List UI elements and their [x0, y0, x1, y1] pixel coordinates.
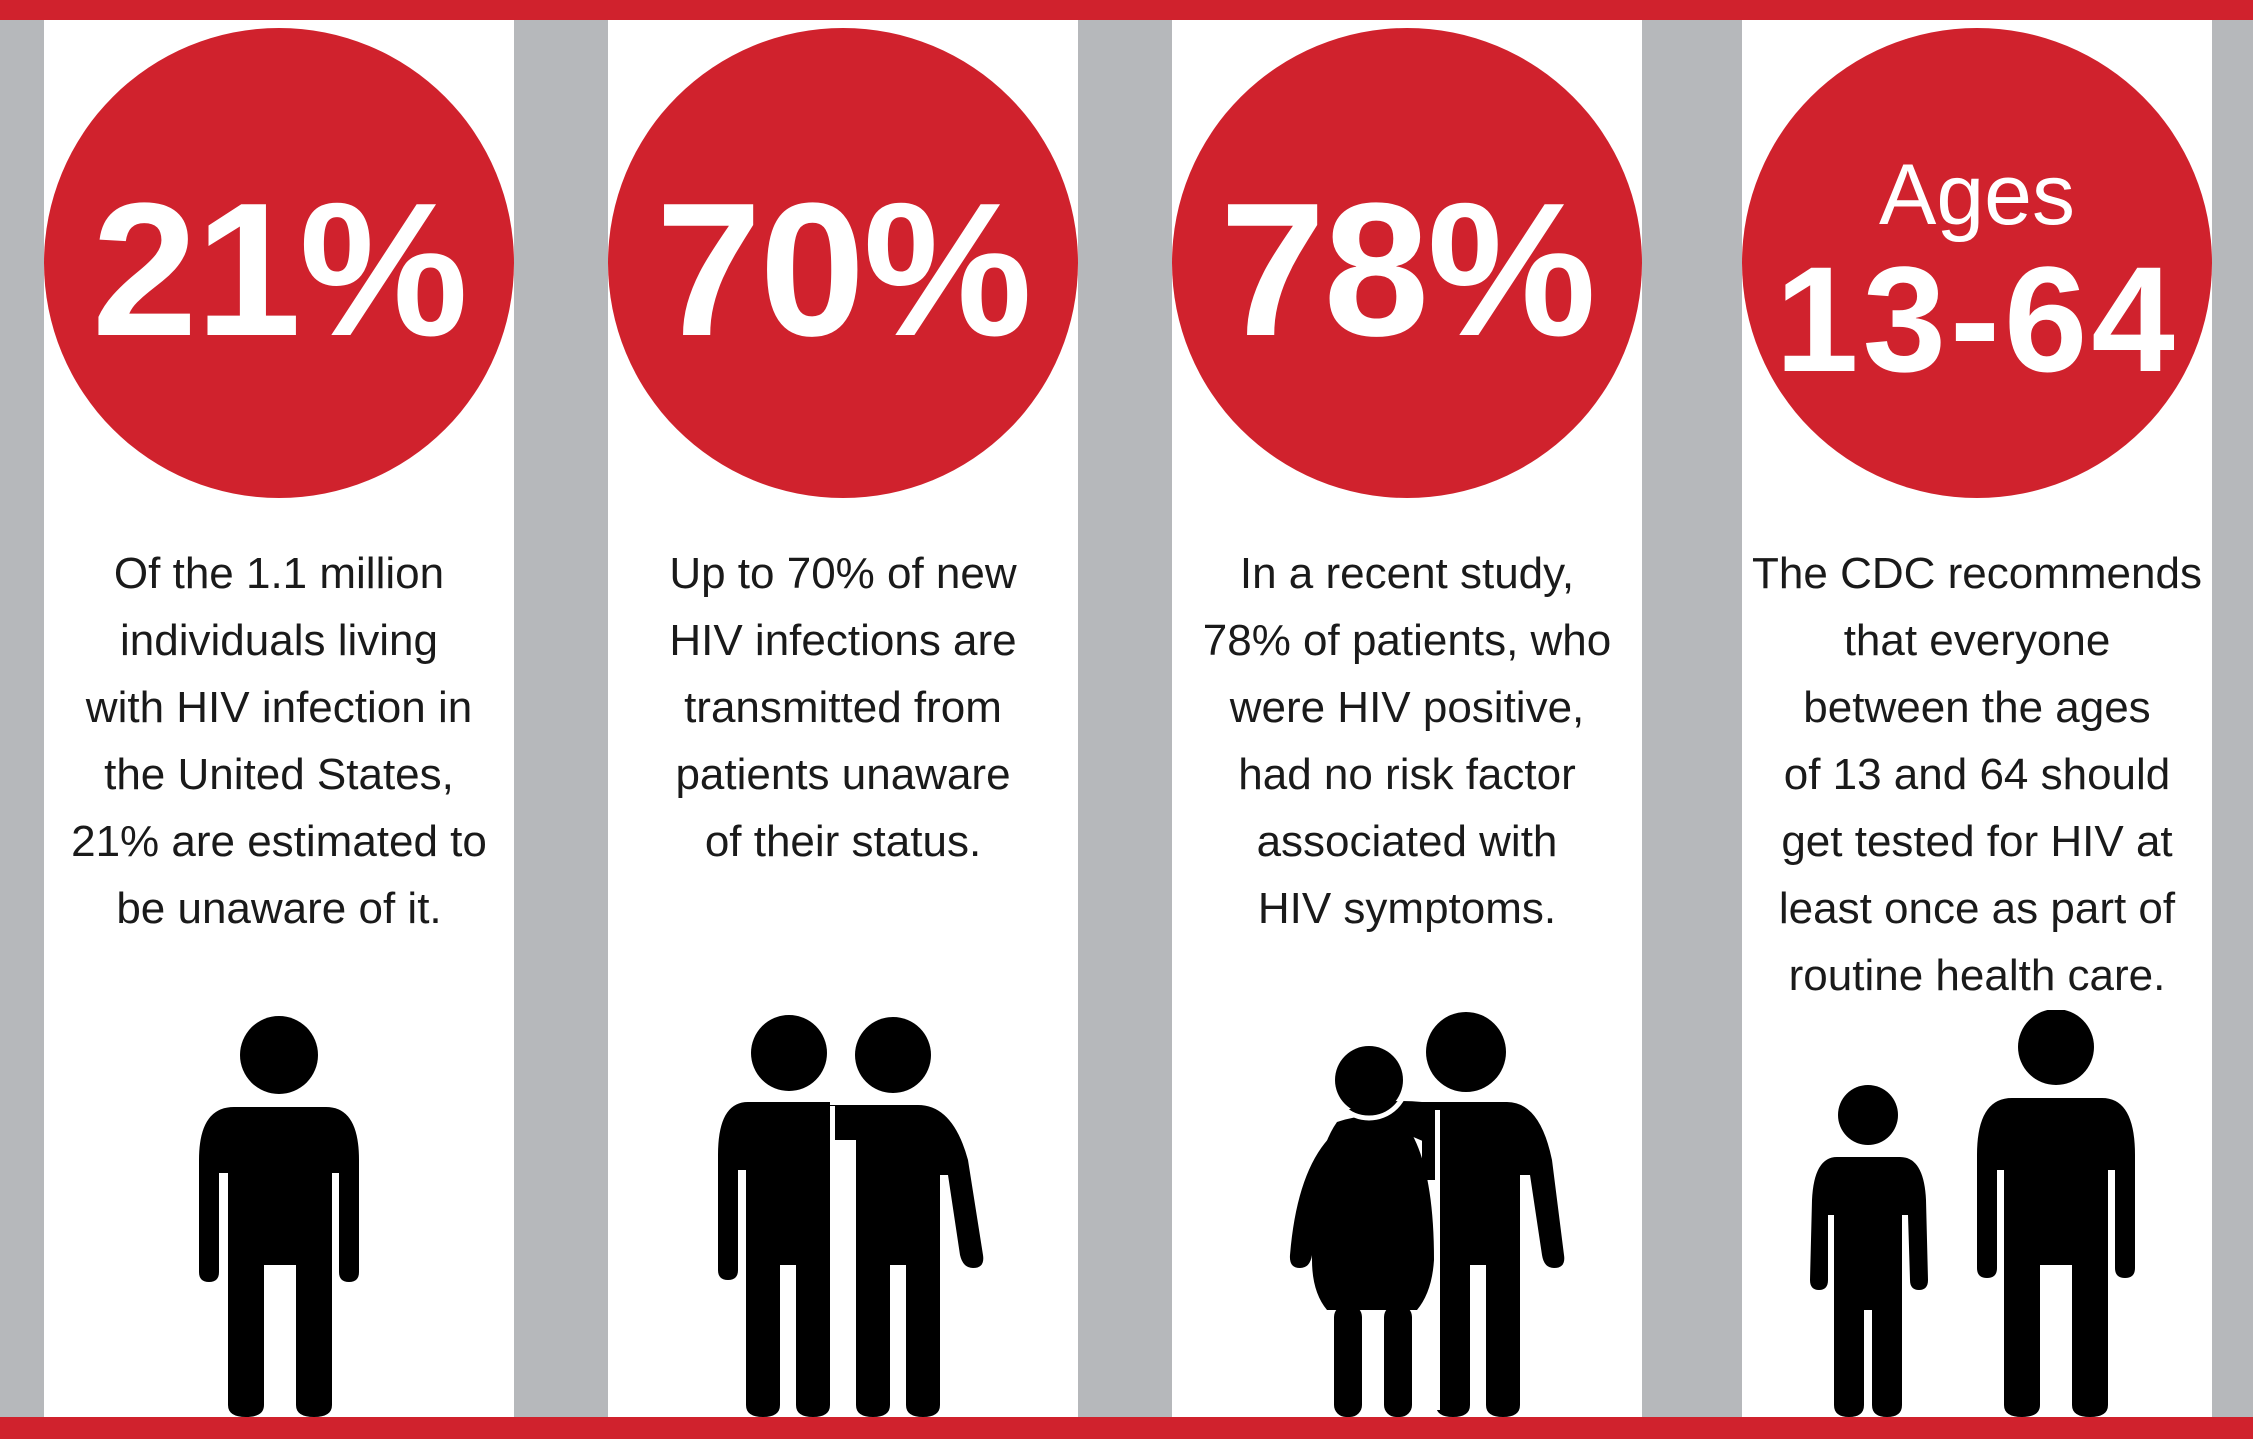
desc-line: Of the 1.1 million — [113, 549, 445, 598]
adult-and-child-icon — [1810, 1010, 2135, 1417]
desc-line: be unaware of it. — [116, 884, 442, 933]
stat-value: 21% — [91, 164, 468, 376]
stat-panel-4: Ages 13-64 The CDC recommends that every… — [1742, 20, 2212, 1417]
stat-description: Up to 70% of new HIV infections are tran… — [608, 540, 1078, 875]
bottom-red-bar — [0, 1417, 2253, 1439]
desc-line: with HIV infection in — [85, 683, 473, 732]
desc-line: were HIV positive, — [1229, 683, 1585, 732]
stat-description: Of the 1.1 million individuals living wi… — [44, 540, 514, 942]
stat-panel-1: 21% Of the 1.1 million individuals livin… — [44, 20, 514, 1417]
desc-line: had no risk factor — [1238, 750, 1576, 799]
desc-line: of 13 and 64 should — [1783, 750, 2171, 799]
desc-line: that everyone — [1843, 616, 2111, 665]
desc-line: 21% are estimated to — [71, 817, 487, 866]
desc-line: get tested for HIV at — [1781, 817, 2173, 866]
couple-icon — [718, 1015, 984, 1417]
single-person-icon — [199, 1016, 359, 1417]
couple-man-woman-icon — [1289, 1012, 1565, 1417]
stat-panel-3: 78% In a recent study, 78% of patients, … — [1172, 20, 1642, 1417]
stat-value: 70% — [655, 164, 1032, 376]
desc-line: The CDC recommends — [1752, 549, 2202, 598]
stat-description: In a recent study, 78% of patients, who … — [1172, 540, 1642, 942]
desc-line: between the ages — [1803, 683, 2151, 732]
stat-circle: 78% — [1172, 28, 1642, 498]
desc-line: HIV infections are — [669, 616, 1017, 665]
desc-line: HIV symptoms. — [1257, 884, 1557, 933]
stat-value: 13-64 — [1775, 235, 2179, 403]
stat-description: The CDC recommends that everyone between… — [1742, 540, 2212, 1009]
desc-line: Up to 70% of new — [669, 549, 1017, 598]
desc-line: associated with — [1256, 817, 1558, 866]
stat-circle: 70% — [608, 28, 1078, 498]
desc-line: In a recent study, — [1239, 549, 1575, 598]
stat-circle: 21% — [44, 28, 514, 498]
desc-line: of their status. — [704, 817, 982, 866]
ages-label: Ages — [1878, 147, 2076, 243]
desc-line: least once as part of — [1778, 884, 2176, 933]
desc-line: transmitted from — [684, 683, 1002, 732]
stat-panel-2: 70% Up to 70% of new HIV infections are … — [608, 20, 1078, 1417]
desc-line: the United States, — [104, 750, 454, 799]
desc-line: patients unaware — [675, 750, 1011, 799]
stat-circle: Ages 13-64 — [1742, 28, 2212, 498]
desc-line: 78% of patients, who — [1202, 616, 1612, 665]
desc-line: routine health care. — [1788, 951, 2166, 1000]
desc-line: individuals living — [120, 616, 438, 665]
stat-value: 78% — [1219, 164, 1596, 376]
top-red-bar — [0, 0, 2253, 20]
